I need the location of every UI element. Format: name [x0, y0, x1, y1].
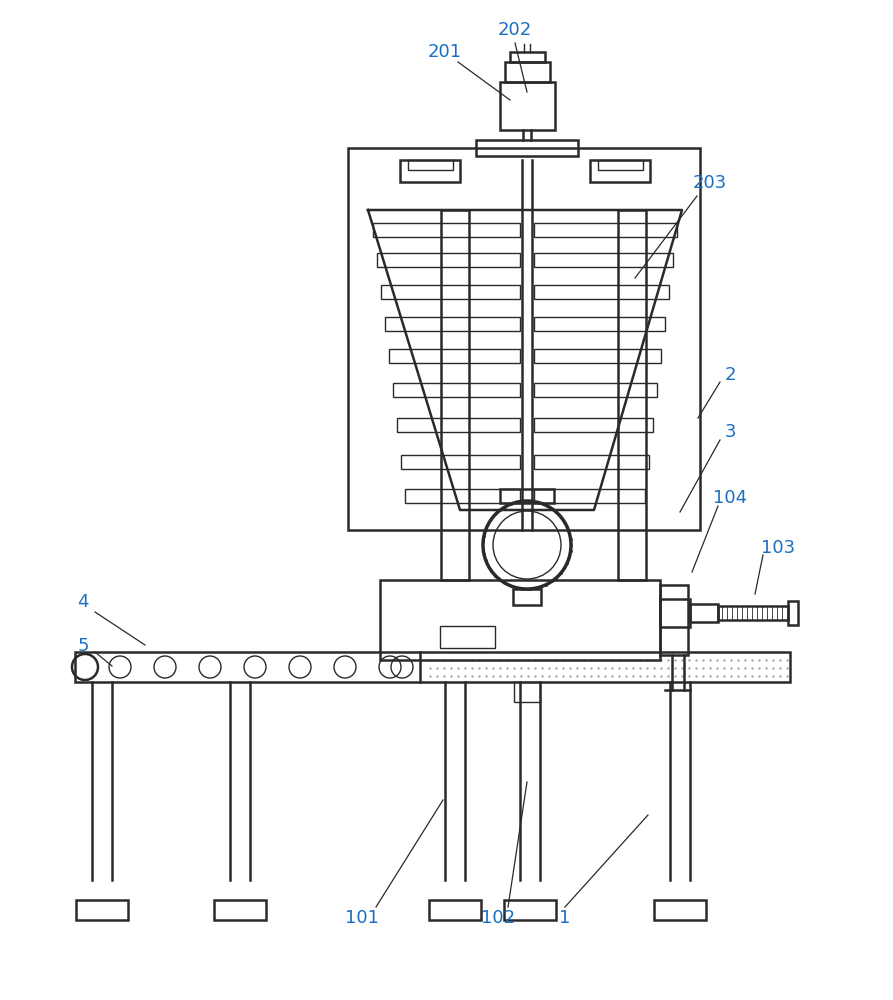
Bar — [400, 160, 460, 182]
Text: 2: 2 — [724, 366, 736, 384]
Text: 102: 102 — [481, 909, 515, 927]
Bar — [401, 455, 520, 469]
Bar — [393, 383, 520, 397]
Bar — [534, 349, 661, 363]
Bar — [504, 900, 556, 920]
Bar — [440, 626, 495, 648]
Bar — [598, 160, 643, 170]
Text: 201: 201 — [428, 43, 462, 61]
Bar — [534, 223, 677, 237]
Bar — [690, 604, 718, 622]
Bar — [441, 210, 469, 580]
Text: 3: 3 — [724, 423, 736, 441]
Text: 202: 202 — [498, 21, 532, 39]
Bar — [534, 489, 645, 503]
Bar — [534, 253, 673, 267]
Bar — [76, 900, 128, 920]
Bar — [660, 585, 688, 655]
Bar — [510, 52, 545, 62]
Text: 104: 104 — [713, 489, 747, 507]
Bar — [514, 682, 540, 702]
Bar — [590, 160, 650, 182]
Bar — [534, 455, 649, 469]
Bar — [534, 383, 657, 397]
Bar — [660, 599, 690, 627]
Bar — [718, 606, 788, 620]
Text: 1: 1 — [559, 909, 571, 927]
Bar — [618, 210, 646, 580]
Bar — [476, 140, 578, 156]
Bar — [377, 253, 520, 267]
Bar — [381, 285, 520, 299]
Text: 4: 4 — [78, 593, 88, 611]
Bar — [75, 652, 790, 682]
Bar — [788, 601, 798, 625]
Bar — [380, 580, 660, 660]
Text: 103: 103 — [761, 539, 795, 557]
Bar — [500, 82, 555, 130]
Bar — [405, 489, 520, 503]
Text: 101: 101 — [345, 909, 379, 927]
Bar — [348, 148, 700, 530]
Bar — [534, 418, 653, 432]
Bar — [534, 285, 669, 299]
Bar — [429, 900, 481, 920]
Bar — [534, 317, 665, 331]
Bar — [385, 317, 520, 331]
Bar — [505, 62, 550, 82]
Bar — [500, 489, 554, 503]
Bar — [373, 223, 520, 237]
Bar — [513, 589, 541, 605]
Bar — [654, 900, 706, 920]
Bar — [397, 418, 520, 432]
Bar — [389, 349, 520, 363]
Text: 203: 203 — [693, 174, 727, 192]
Bar — [408, 160, 453, 170]
Text: 5: 5 — [78, 637, 88, 655]
Bar — [214, 900, 266, 920]
